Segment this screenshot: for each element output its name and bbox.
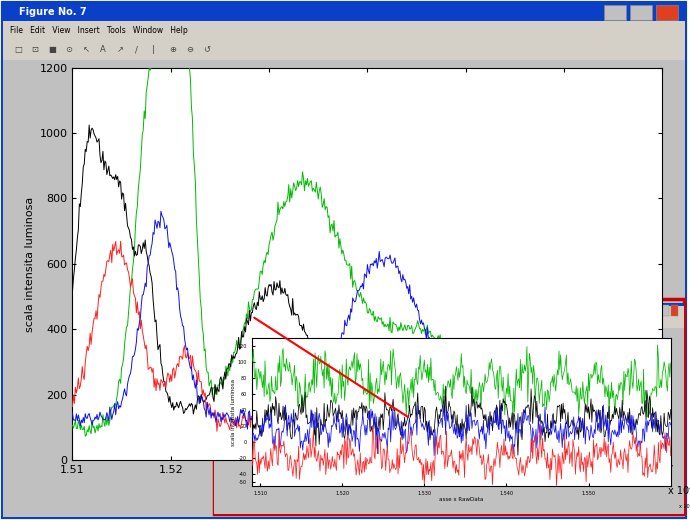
Text: ⊖: ⊖ xyxy=(186,45,193,55)
Text: ⊕: ⊕ xyxy=(169,45,176,55)
Bar xyxy=(630,5,652,20)
Bar xyxy=(3,21,685,39)
Bar xyxy=(3,3,685,21)
Bar xyxy=(653,305,660,316)
Text: /: / xyxy=(135,45,137,55)
Bar xyxy=(656,5,678,20)
Bar xyxy=(214,317,684,328)
Text: Figure No. 7: Figure No. 7 xyxy=(19,7,87,17)
Text: File   Edit   View   Insert   Tools   Window   Help: File Edit View Insert Tools Window Help xyxy=(10,25,188,35)
Bar xyxy=(214,303,684,317)
Text: x 10⁴: x 10⁴ xyxy=(669,486,690,496)
Y-axis label: scala intensita luminosa: scala intensita luminosa xyxy=(231,379,236,446)
Text: Figure No. 8: Figure No. 8 xyxy=(224,307,268,313)
Text: ↗: ↗ xyxy=(117,45,124,55)
Text: File  Edit  View  Insert  Tools  Window  Help: File Edit View Insert Tools Window Help xyxy=(221,310,308,314)
Bar xyxy=(662,305,669,316)
Text: ⊙: ⊙ xyxy=(66,45,72,55)
Text: x 10⁴: x 10⁴ xyxy=(679,504,690,509)
Bar xyxy=(214,328,684,514)
Text: ↺: ↺ xyxy=(204,45,210,55)
Text: ⊡: ⊡ xyxy=(31,45,38,55)
Y-axis label: scala intensita luminosa: scala intensita luminosa xyxy=(26,196,35,332)
X-axis label: asse x RawData: asse x RawData xyxy=(439,498,484,502)
Text: ↖: ↖ xyxy=(83,45,90,55)
Bar xyxy=(671,305,678,316)
Bar xyxy=(604,5,626,20)
Bar xyxy=(3,60,685,517)
X-axis label: asse x RawData: asse x RawData xyxy=(323,479,412,489)
Text: □: □ xyxy=(14,45,21,55)
Bar xyxy=(214,306,684,318)
Text: ■: ■ xyxy=(48,45,56,55)
Bar xyxy=(407,390,530,439)
Bar xyxy=(3,39,685,60)
Bar xyxy=(214,299,684,514)
Text: |: | xyxy=(152,45,155,55)
Text: A: A xyxy=(100,45,106,55)
